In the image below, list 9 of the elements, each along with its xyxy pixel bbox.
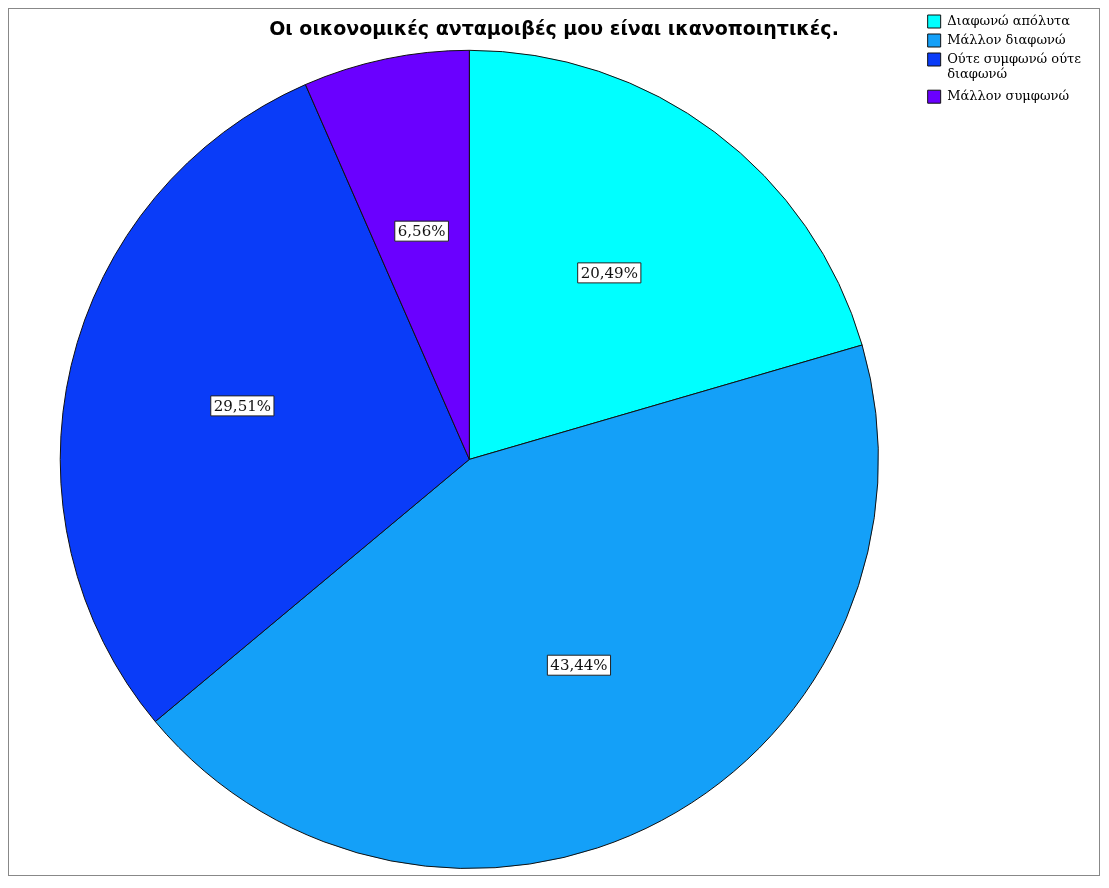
legend-label: Μάλλον συμφωνώ — [947, 88, 1070, 104]
chart-title: Οι οικονομικές ανταμοιβές μου είναι ικανοποιητικές. — [269, 17, 839, 40]
legend-label: Διαφωνώ απόλυτα — [947, 12, 1071, 28]
data-label: 43,44% — [550, 656, 608, 675]
data-label: 20,49% — [580, 263, 638, 282]
legend-label: Ούτε συμφωνώ ούτε διαφωνώ — [947, 50, 1082, 82]
data-label: 29,51% — [213, 396, 271, 415]
legend-label: Μάλλον διαφωνώ — [947, 31, 1066, 47]
data-label: 6,56% — [397, 222, 446, 241]
